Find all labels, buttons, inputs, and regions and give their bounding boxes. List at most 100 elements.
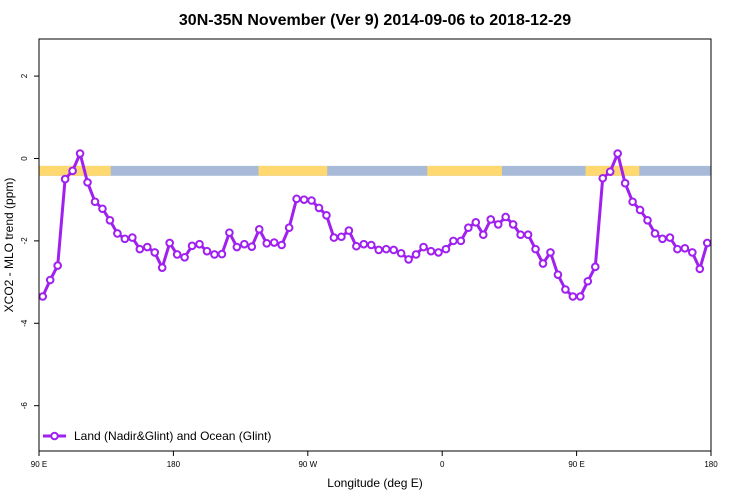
- data-point: [142, 242, 152, 252]
- data-point: [135, 244, 145, 254]
- x-tick-label: 180: [704, 460, 718, 469]
- data-point: [404, 255, 413, 264]
- data-point: [620, 178, 630, 188]
- data-point: [658, 234, 667, 244]
- land-band-segment: [258, 165, 328, 176]
- data-point: [449, 236, 458, 246]
- data-point: [523, 230, 533, 239]
- data-point: [329, 233, 339, 242]
- data-point: [240, 239, 249, 249]
- y-axis-label: XCO2 - MLO trend (ppm): [2, 178, 16, 313]
- data-point: [434, 248, 443, 257]
- data-point: [576, 292, 585, 301]
- data-point: [702, 238, 712, 248]
- data-point: [426, 246, 436, 256]
- data-point: [389, 245, 398, 255]
- data-point: [98, 204, 107, 214]
- data-point: [120, 234, 130, 244]
- data-point: [45, 275, 55, 285]
- data-point: [150, 248, 160, 257]
- data-point: [202, 246, 212, 256]
- data-point: [538, 259, 548, 268]
- data-point: [374, 245, 384, 255]
- data-point: [456, 236, 466, 246]
- series-line-group: [38, 149, 712, 301]
- data-point: [352, 241, 361, 251]
- x-axis-label: Longitude (deg E): [327, 476, 422, 490]
- data-point: [307, 196, 316, 205]
- y-tick-label: -6: [20, 402, 29, 410]
- data-point: [83, 178, 92, 187]
- ocean-band: [39, 165, 711, 176]
- data-point: [411, 250, 421, 259]
- data-point: [187, 241, 197, 251]
- data-point: [471, 218, 481, 227]
- x-axis: 90 E 180 90 W 0 90 E 180: [31, 451, 718, 469]
- data-point: [262, 239, 272, 248]
- data-point: [284, 223, 294, 232]
- x-tick-label: 180: [167, 460, 181, 469]
- data-point: [128, 233, 137, 242]
- data-point: [665, 233, 675, 242]
- data-point: [501, 212, 510, 222]
- data-point: [478, 230, 488, 239]
- y-tick-label: -2: [20, 237, 29, 245]
- data-point: [464, 223, 473, 232]
- data-point: [568, 292, 578, 301]
- data-point: [269, 238, 279, 247]
- y-tick-label: -4: [20, 319, 29, 327]
- data-point: [314, 203, 324, 213]
- x-tick-label: 90 E: [568, 460, 584, 469]
- data-point: [75, 149, 85, 158]
- data-point: [292, 194, 301, 204]
- data-point: [396, 248, 406, 258]
- y-tick-label: 0: [20, 156, 29, 161]
- data-point: [254, 225, 264, 234]
- legend-marker: [50, 431, 59, 441]
- data-point: [366, 240, 376, 250]
- data-point: [493, 220, 503, 229]
- data-point: [508, 220, 518, 229]
- legend-label: Land (Nadir&Glint) and Ocean (Glint): [74, 429, 271, 443]
- data-point: [180, 253, 189, 262]
- data-point: [299, 195, 309, 204]
- data-point: [628, 197, 637, 207]
- data-point: [680, 243, 690, 253]
- data-point: [381, 244, 391, 254]
- data-point: [195, 239, 204, 249]
- data-point: [210, 250, 219, 259]
- plot-frame: [38, 38, 712, 452]
- data-point: [53, 261, 62, 270]
- data-point: [225, 228, 234, 237]
- data-point: [157, 263, 167, 272]
- data-point: [344, 226, 354, 235]
- data-point: [598, 173, 608, 183]
- data-point: [322, 211, 331, 220]
- data-point: [486, 215, 496, 224]
- chart-title: 30N-35N November (Ver 9) 2014-09-06 to 2…: [179, 12, 571, 29]
- data-point: [113, 229, 122, 238]
- y-tick-label: 2: [20, 73, 29, 78]
- data-point: [441, 244, 451, 254]
- data-point: [277, 240, 286, 250]
- data-point: [583, 276, 593, 286]
- data-point: [359, 239, 369, 249]
- data-point: [635, 205, 645, 215]
- data-point: [60, 174, 70, 184]
- data-point: [650, 229, 660, 238]
- legend: Land (Nadir&Glint) and Ocean (Glint): [43, 429, 271, 443]
- data-point: [105, 215, 115, 225]
- data-point: [553, 270, 563, 279]
- data-point: [232, 242, 242, 252]
- x-tick-label: 0: [440, 460, 445, 469]
- data-point: [419, 242, 428, 252]
- data-point: [90, 197, 100, 207]
- x-tick-label: 90 W: [298, 460, 317, 469]
- data-point: [165, 238, 174, 248]
- data-point: [695, 264, 705, 274]
- data-point: [337, 232, 346, 242]
- data-point: [561, 285, 570, 294]
- data-point: [531, 244, 540, 254]
- x-tick-label: 90 E: [31, 460, 47, 469]
